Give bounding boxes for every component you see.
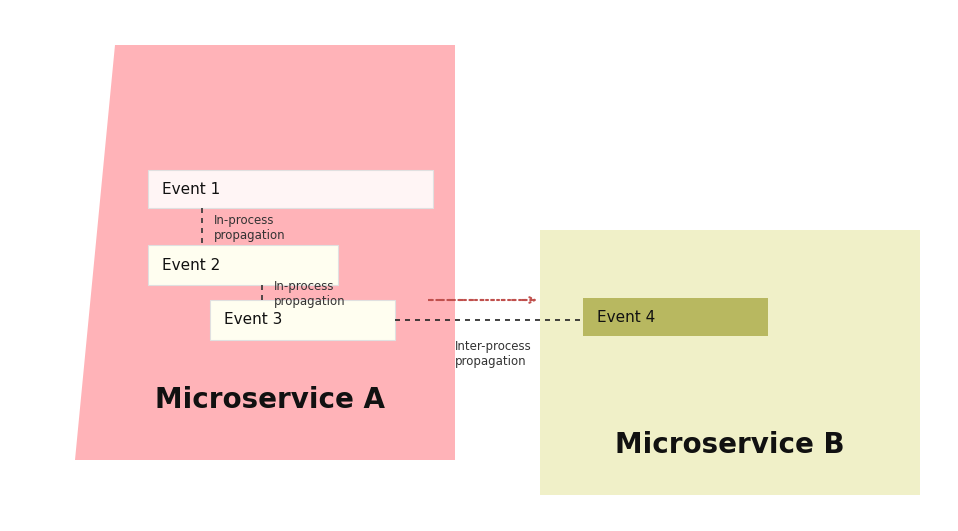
Bar	[583, 298, 768, 336]
Text: Inter-process
propagation: Inter-process propagation	[455, 340, 532, 368]
Text: Event 3: Event 3	[224, 313, 283, 328]
Text: In-process
propagation: In-process propagation	[214, 214, 285, 242]
Text: Microservice A: Microservice A	[155, 386, 385, 414]
Bar	[210, 300, 395, 340]
Text: In-process
propagation: In-process propagation	[274, 280, 346, 308]
Polygon shape	[75, 45, 455, 460]
Bar	[148, 170, 433, 208]
Text: Event 4: Event 4	[597, 310, 655, 324]
Text: Event 2: Event 2	[162, 258, 220, 272]
Text: Microservice B: Microservice B	[615, 431, 845, 459]
Bar	[148, 245, 338, 285]
Bar	[540, 230, 920, 495]
Text: Event 1: Event 1	[162, 182, 220, 196]
